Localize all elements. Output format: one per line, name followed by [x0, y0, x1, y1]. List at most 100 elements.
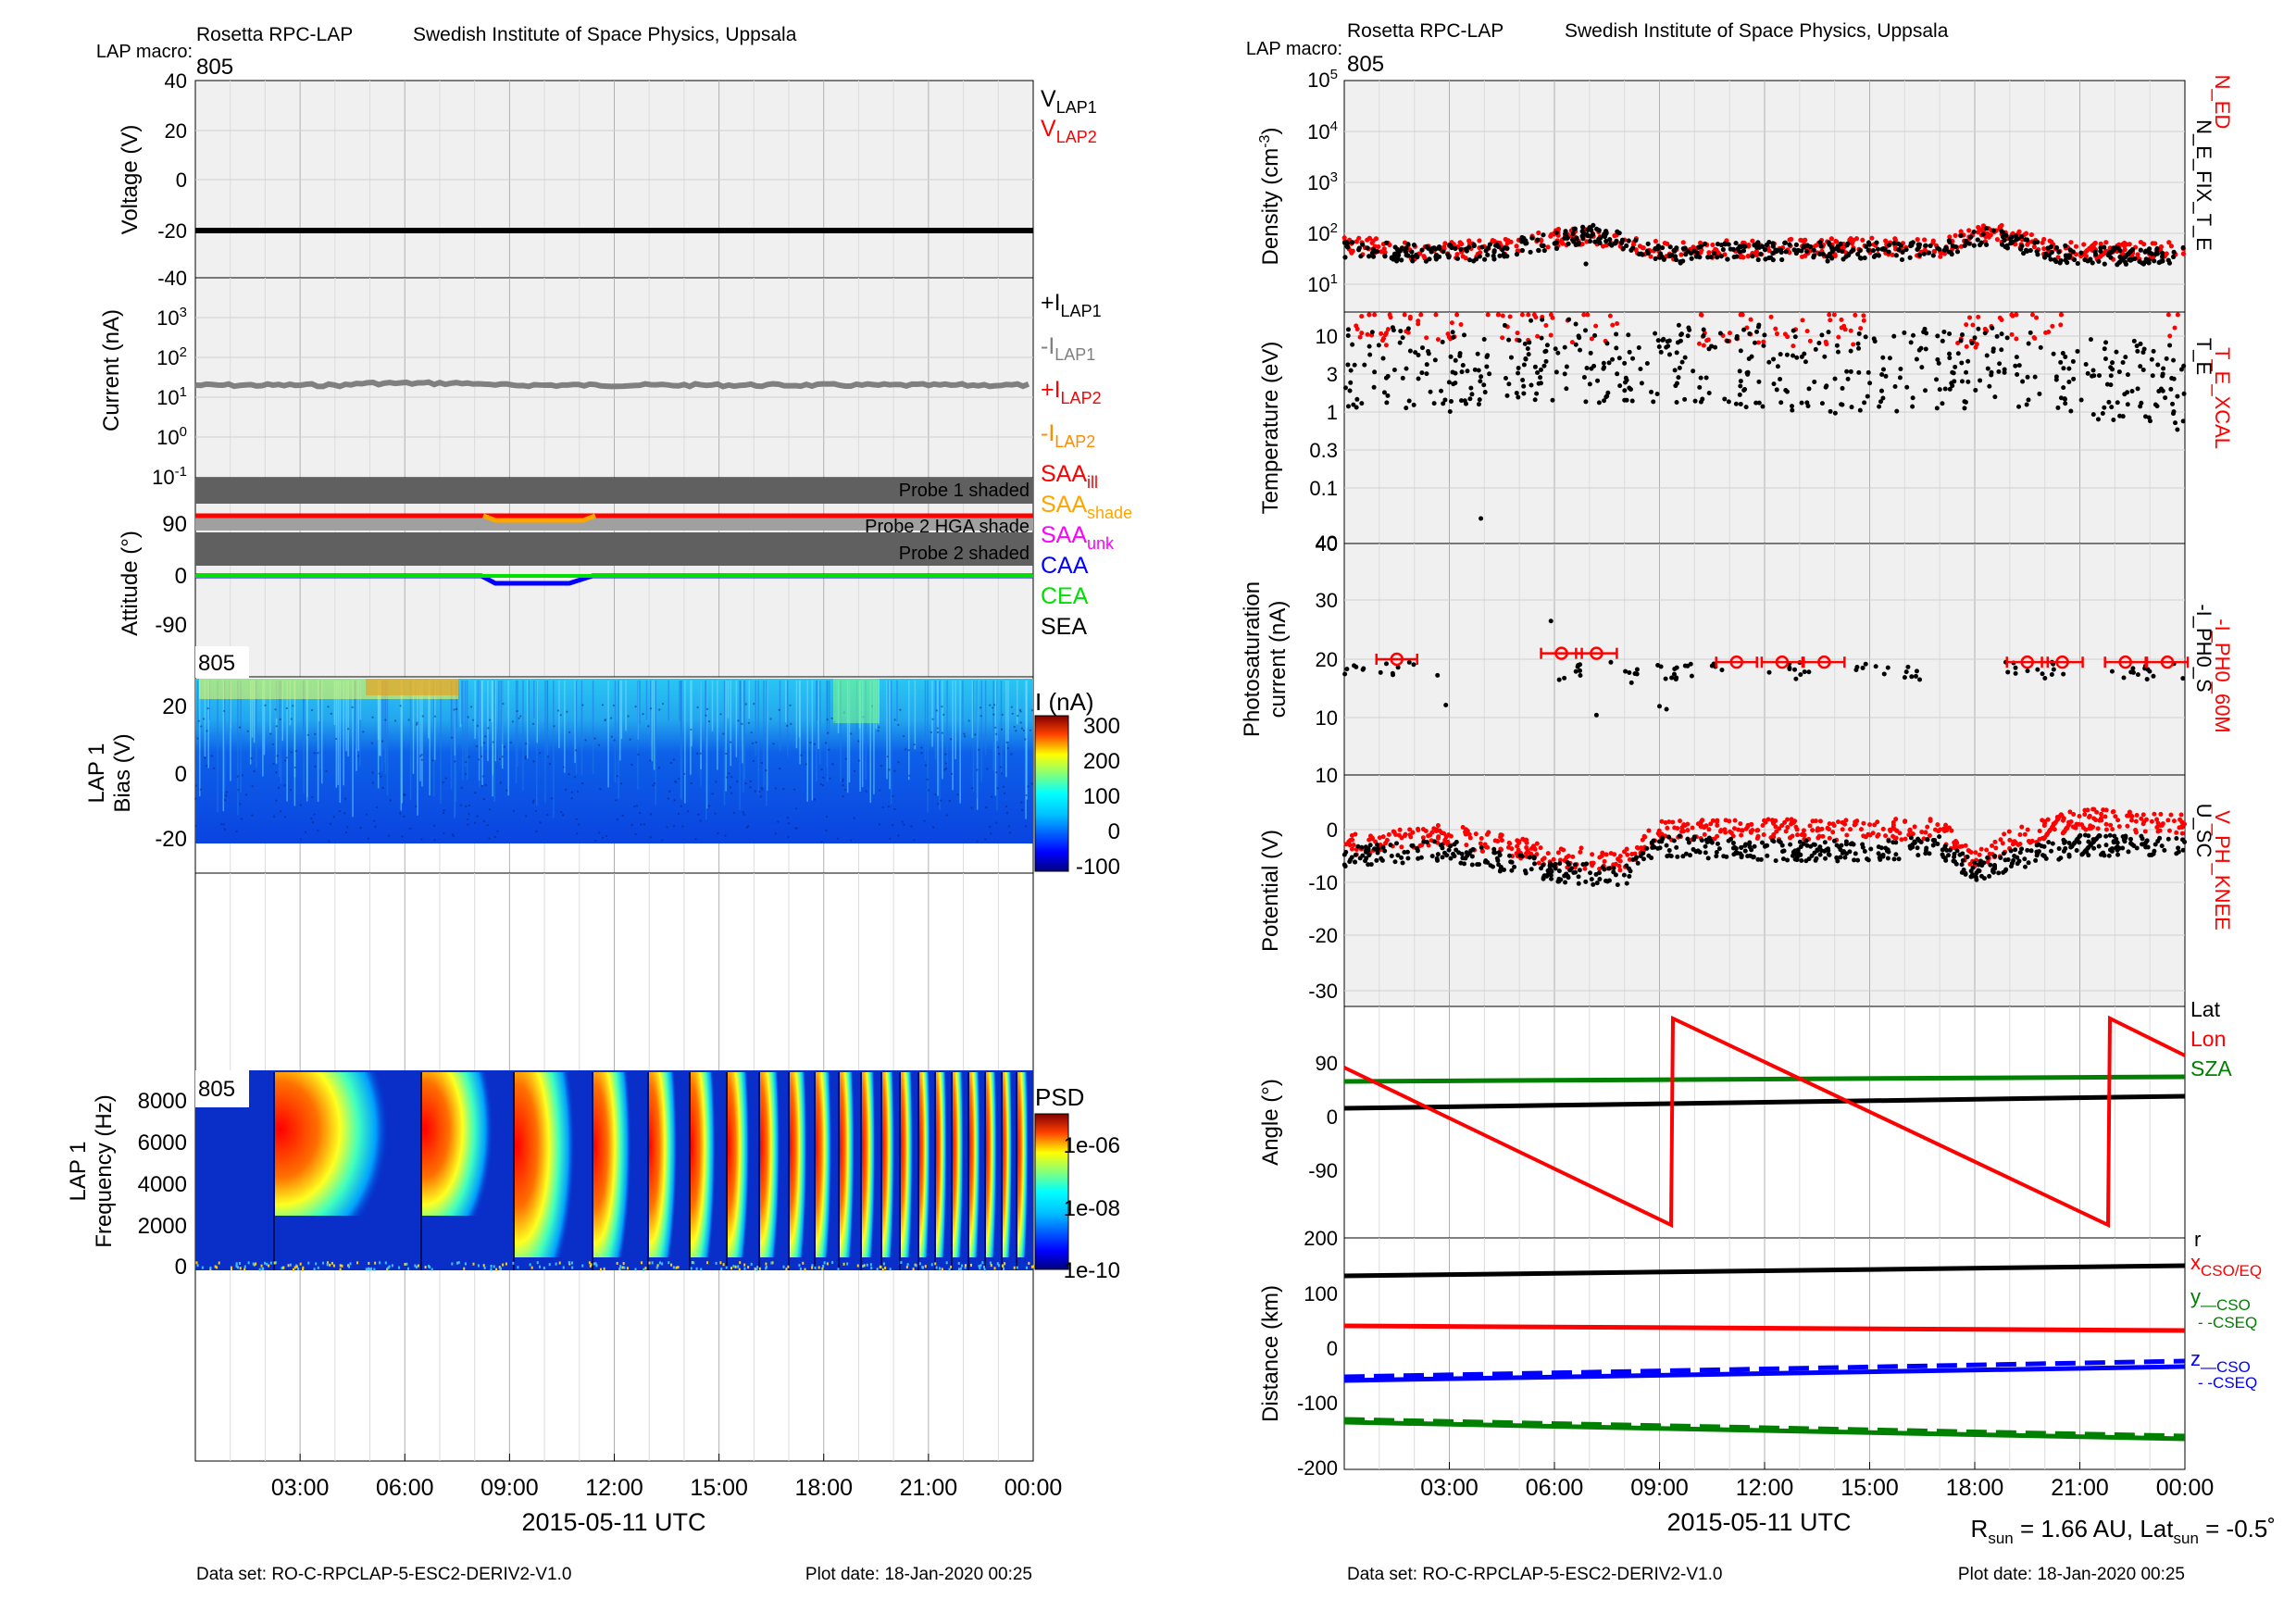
heatmap-dot — [926, 778, 929, 781]
temperature-point — [1733, 401, 1739, 406]
potential-point — [2087, 826, 2092, 831]
heatmap-dot — [805, 763, 807, 766]
temperature-point — [1807, 338, 1813, 344]
potential-point — [1545, 851, 1551, 856]
temperature-point — [1432, 357, 1438, 363]
heatmap-dot — [745, 826, 748, 829]
density-point — [1491, 256, 1497, 262]
heatmap-dot — [1024, 738, 1027, 741]
potential-point — [1515, 843, 1520, 849]
temperature-point — [1459, 398, 1465, 404]
spec-lowfreq-noise — [989, 1261, 992, 1265]
xtick-label: 21:00 — [2051, 1475, 2109, 1501]
temperature-point — [1348, 380, 1354, 385]
temperature-point — [1416, 376, 1421, 381]
density-point — [1383, 240, 1390, 245]
density-point — [1875, 246, 1881, 252]
potential-point — [1625, 852, 1630, 857]
heatmap-dot — [658, 708, 661, 711]
temperature-point — [1799, 400, 1804, 406]
potential-point — [1996, 870, 2002, 876]
temperature-point — [1950, 369, 1955, 375]
spec-lowfreq-noise — [997, 1264, 1000, 1268]
spec-lowfreq-noise — [463, 1267, 466, 1270]
spec-lowfreq-noise — [743, 1263, 746, 1267]
photo-point — [1548, 618, 1554, 624]
photo-point — [1806, 669, 1812, 675]
temperature-point — [1791, 328, 1796, 333]
spec-lowfreq-noise — [490, 1264, 493, 1268]
photo-point — [1383, 661, 1389, 667]
potential-point — [1396, 832, 1402, 838]
density-point — [1829, 256, 1835, 261]
spec-lowfreq-noise — [675, 1266, 678, 1269]
photo-point — [1663, 676, 1668, 681]
photo-point — [1411, 662, 1416, 668]
temperature-point — [1554, 369, 1559, 375]
temperature-point — [1649, 389, 1654, 394]
heatmap-dot — [487, 727, 490, 730]
potential-point — [2052, 827, 2057, 832]
heatmap-dot — [849, 839, 853, 842]
heatmap-dot — [782, 787, 785, 791]
spec-lowfreq-noise — [258, 1268, 261, 1271]
photo-marker — [1775, 655, 1790, 669]
spec-lowfreq-noise — [964, 1264, 967, 1268]
potential-point — [2128, 836, 2133, 842]
heatmap-dot — [317, 752, 319, 755]
attitude-yticks: 900-90 — [155, 512, 187, 638]
density-point — [2166, 240, 2172, 245]
potential-point — [1825, 825, 1830, 831]
probe2-shaded-band — [195, 532, 1033, 566]
density-point — [1793, 250, 1799, 256]
heatmap-dot — [574, 749, 578, 752]
temperature-point — [1413, 350, 1418, 356]
density-point — [1399, 245, 1404, 251]
spec-lowfreq-noise — [961, 1264, 964, 1268]
heatmap-dot — [486, 824, 489, 827]
heatmap-dot — [992, 713, 995, 716]
heatmap-dot — [289, 789, 292, 792]
potential-point — [1420, 835, 1426, 841]
potential-point — [1947, 847, 1953, 853]
density-point — [1804, 249, 1810, 255]
left-xlabel: 2015-05-11 UTC — [521, 1508, 705, 1536]
bias-colorbar — [1034, 715, 1069, 872]
temperature-point — [1962, 406, 1967, 411]
heatmap-dot — [696, 706, 699, 709]
potential-point — [2017, 850, 2023, 856]
potential-point — [1563, 880, 1568, 885]
temperature-point — [2055, 405, 2061, 410]
temperature-point — [2085, 370, 2090, 376]
spec-lowfreq-noise — [218, 1261, 220, 1265]
temperature-point — [1400, 335, 1405, 341]
temperature-point — [1760, 404, 1766, 409]
potential-point — [1375, 850, 1380, 856]
potential-point — [1363, 858, 1368, 864]
spec-lowfreq-noise — [884, 1266, 887, 1269]
spec-lowfreq-noise — [243, 1265, 246, 1268]
photo-point — [1711, 661, 1716, 667]
ytick-label: 90 — [162, 512, 187, 537]
spec-lowfreq-noise — [539, 1265, 542, 1268]
potential-point — [1799, 858, 1804, 864]
photo-point — [1378, 669, 1383, 675]
heatmap-dot — [373, 819, 376, 822]
heatmap-dot — [460, 786, 463, 789]
temperature-point — [2061, 366, 2066, 371]
density-point — [1958, 232, 1964, 239]
density-point — [1411, 242, 1417, 248]
temperature-point — [2058, 359, 2064, 365]
potential-point — [1932, 827, 1938, 832]
density-point — [1497, 253, 1503, 258]
spec-lowfreq-noise — [869, 1263, 872, 1267]
heatmap-dot — [787, 835, 790, 839]
temperature-point — [1947, 356, 1953, 361]
potential-point — [1624, 881, 1629, 886]
spec-lowfreq-noise — [814, 1266, 817, 1269]
potential-point — [1759, 840, 1765, 845]
temperature-point — [1756, 340, 1762, 345]
temperature-point — [1792, 334, 1798, 340]
current-grid — [195, 278, 1033, 478]
